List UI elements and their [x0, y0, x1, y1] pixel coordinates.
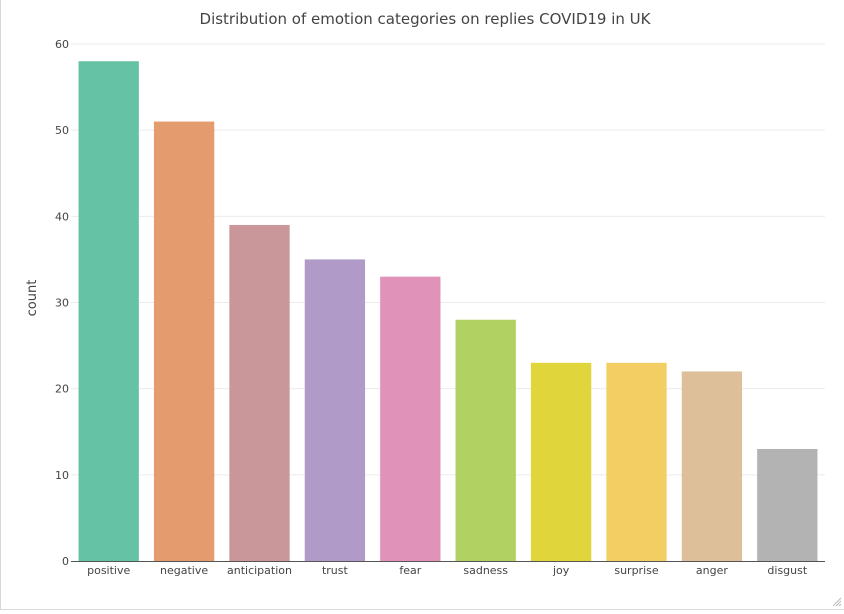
x-tick-label: joy	[552, 564, 570, 577]
bar-fear[interactable]	[380, 276, 441, 561]
y-tick-label: 50	[55, 124, 69, 137]
bar-sadness[interactable]	[455, 319, 516, 561]
bars	[78, 61, 818, 562]
y-tick-label: 40	[55, 210, 69, 223]
y-axis-title: count	[25, 280, 40, 317]
bar-anger[interactable]	[681, 371, 743, 561]
y-tick-label: 0	[62, 555, 69, 568]
y-tick-label: 30	[55, 297, 69, 310]
bar-anticipation[interactable]	[229, 224, 290, 561]
x-tick-label: anger	[696, 564, 728, 577]
bar-joy[interactable]	[530, 362, 592, 561]
bar-disgust[interactable]	[757, 448, 818, 561]
x-tick-label: anticipation	[227, 564, 292, 577]
x-tick-label: disgust	[767, 564, 807, 577]
bar-negative[interactable]	[153, 121, 215, 562]
y-tick-label: 20	[55, 383, 69, 396]
x-tick-label: positive	[87, 564, 130, 577]
x-tick-label: sadness	[463, 564, 508, 577]
x-tick-labels: positive negative anticipation trust fear sad…	[87, 564, 808, 577]
x-tick-label: trust	[322, 564, 349, 577]
bar-trust[interactable]	[304, 259, 366, 561]
y-tick-label: 10	[55, 469, 69, 482]
x-tick-label: fear	[399, 564, 421, 577]
y-tick-labels: 0 10 20 30 40 50 60	[55, 38, 69, 568]
y-tick-label: 60	[55, 38, 69, 51]
bar-positive[interactable]	[78, 61, 139, 561]
chart-title: Distribution of emotion categories on re…	[200, 10, 652, 28]
resize-grip-icon[interactable]	[832, 597, 842, 607]
x-tick-label: surprise	[614, 564, 659, 577]
bar-surprise[interactable]	[606, 362, 667, 561]
x-tick-label: negative	[160, 564, 208, 577]
